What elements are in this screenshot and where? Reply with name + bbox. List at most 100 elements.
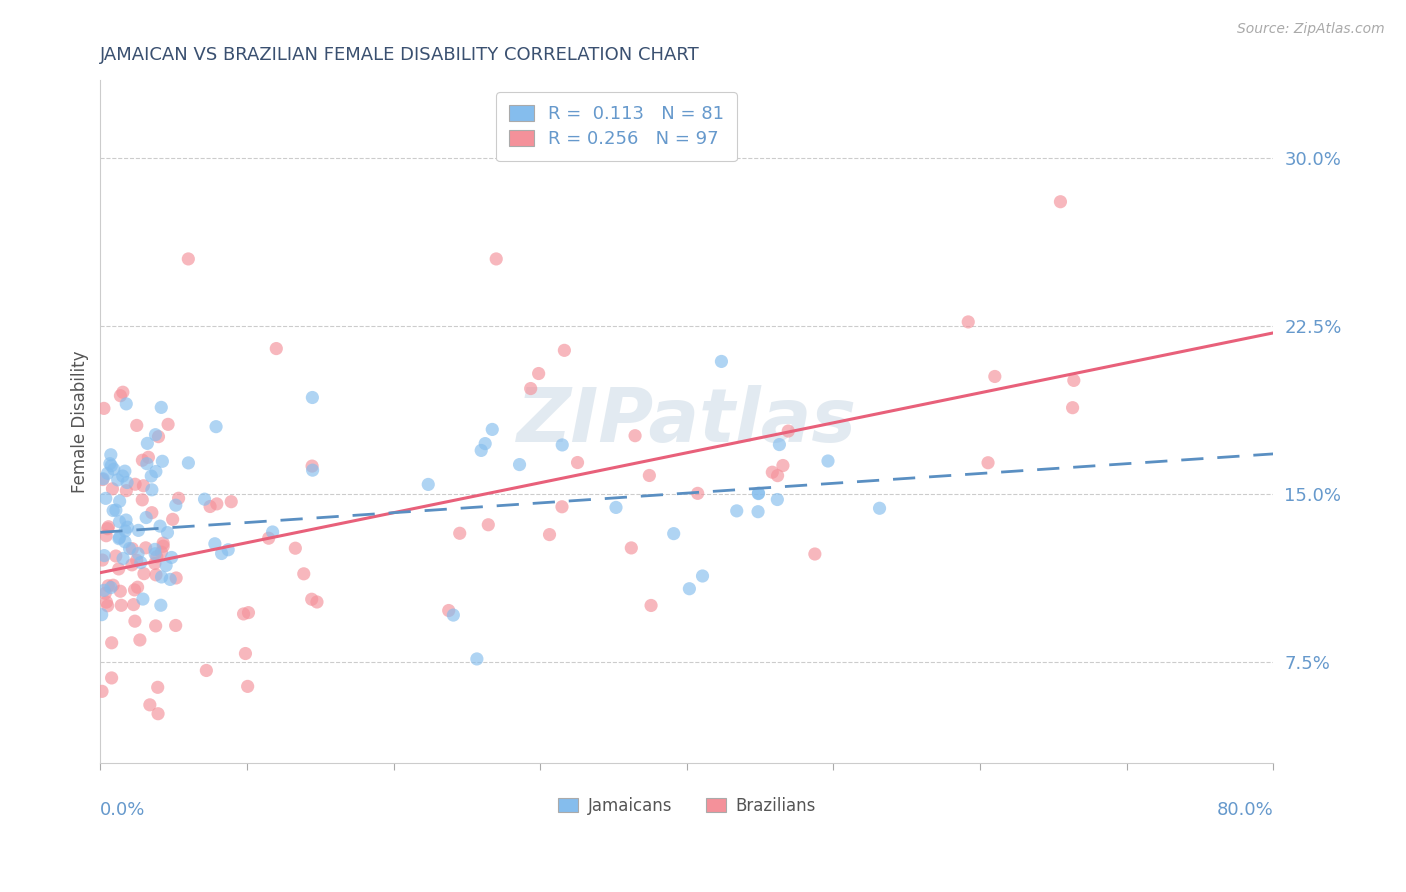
Point bbox=[108, 531, 131, 545]
Point bbox=[101, 578, 124, 592]
Point bbox=[145, 619, 167, 633]
Point bbox=[553, 343, 575, 358]
Point bbox=[145, 427, 167, 442]
Point bbox=[470, 443, 492, 458]
Point bbox=[474, 436, 496, 450]
Point bbox=[139, 698, 162, 712]
Point bbox=[115, 513, 138, 527]
Point bbox=[418, 477, 440, 491]
Point bbox=[93, 401, 115, 416]
Point bbox=[91, 684, 114, 698]
Point bbox=[437, 603, 460, 617]
Point bbox=[114, 534, 136, 549]
Point bbox=[97, 579, 120, 593]
Point bbox=[165, 618, 187, 632]
Text: Source: ZipAtlas.com: Source: ZipAtlas.com bbox=[1237, 22, 1385, 37]
Point bbox=[477, 517, 499, 532]
Point bbox=[195, 664, 218, 678]
Point bbox=[159, 573, 181, 587]
Point bbox=[869, 501, 891, 516]
Point bbox=[449, 526, 471, 541]
Point bbox=[132, 479, 155, 493]
Point bbox=[662, 526, 685, 541]
Point bbox=[100, 581, 122, 595]
Point bbox=[97, 520, 120, 534]
Point bbox=[204, 537, 226, 551]
Point bbox=[143, 542, 166, 557]
Point bbox=[778, 424, 800, 438]
Point bbox=[121, 558, 143, 572]
Point bbox=[710, 354, 733, 368]
Point bbox=[94, 586, 117, 600]
Point bbox=[1063, 373, 1085, 387]
Point bbox=[100, 636, 122, 650]
Point bbox=[91, 473, 114, 487]
Point bbox=[538, 527, 561, 541]
Point bbox=[150, 545, 173, 559]
Text: 80.0%: 80.0% bbox=[1216, 801, 1274, 819]
Point bbox=[103, 462, 125, 476]
Point bbox=[96, 522, 118, 536]
Point bbox=[114, 524, 136, 538]
Point bbox=[957, 315, 980, 329]
Legend: Jamaicans, Brazilians: Jamaicans, Brazilians bbox=[550, 789, 824, 823]
Point bbox=[143, 547, 166, 561]
Point bbox=[110, 584, 132, 599]
Point bbox=[101, 503, 124, 517]
Point bbox=[301, 391, 323, 405]
Point bbox=[567, 456, 589, 470]
Point bbox=[127, 580, 149, 594]
Point bbox=[551, 438, 574, 452]
Point bbox=[301, 459, 323, 474]
Point bbox=[620, 541, 643, 555]
Point bbox=[112, 551, 135, 566]
Point bbox=[236, 679, 259, 693]
Point bbox=[977, 456, 1000, 470]
Point bbox=[90, 607, 112, 622]
Point bbox=[817, 454, 839, 468]
Point bbox=[551, 500, 574, 514]
Point bbox=[678, 582, 700, 596]
Point bbox=[145, 549, 167, 564]
Point bbox=[772, 458, 794, 473]
Point bbox=[301, 463, 323, 477]
Point bbox=[108, 515, 131, 529]
Point bbox=[692, 569, 714, 583]
Point bbox=[124, 614, 146, 628]
Point bbox=[135, 510, 157, 524]
Point bbox=[96, 595, 118, 609]
Point bbox=[141, 506, 163, 520]
Point bbox=[152, 536, 174, 550]
Point bbox=[284, 541, 307, 556]
Point bbox=[747, 486, 769, 500]
Point bbox=[125, 553, 148, 567]
Point bbox=[146, 681, 169, 695]
Point bbox=[127, 524, 149, 538]
Point bbox=[129, 556, 152, 570]
Point bbox=[115, 397, 138, 411]
Point bbox=[135, 457, 157, 471]
Point bbox=[211, 547, 233, 561]
Point bbox=[305, 595, 328, 609]
Point bbox=[747, 505, 769, 519]
Point bbox=[117, 520, 139, 534]
Point bbox=[143, 557, 166, 571]
Point bbox=[481, 422, 503, 436]
Point bbox=[122, 598, 145, 612]
Point bbox=[205, 497, 228, 511]
Point bbox=[465, 652, 488, 666]
Point bbox=[301, 592, 323, 607]
Point bbox=[165, 498, 187, 512]
Point bbox=[104, 503, 127, 517]
Point bbox=[141, 469, 163, 483]
Point bbox=[177, 456, 200, 470]
Point bbox=[100, 448, 122, 462]
Point bbox=[132, 592, 155, 607]
Point bbox=[509, 458, 531, 472]
Text: 0.0%: 0.0% bbox=[100, 801, 146, 819]
Point bbox=[107, 562, 129, 576]
Point bbox=[91, 472, 114, 486]
Point bbox=[114, 464, 136, 478]
Point bbox=[104, 549, 127, 563]
Point bbox=[111, 385, 134, 400]
